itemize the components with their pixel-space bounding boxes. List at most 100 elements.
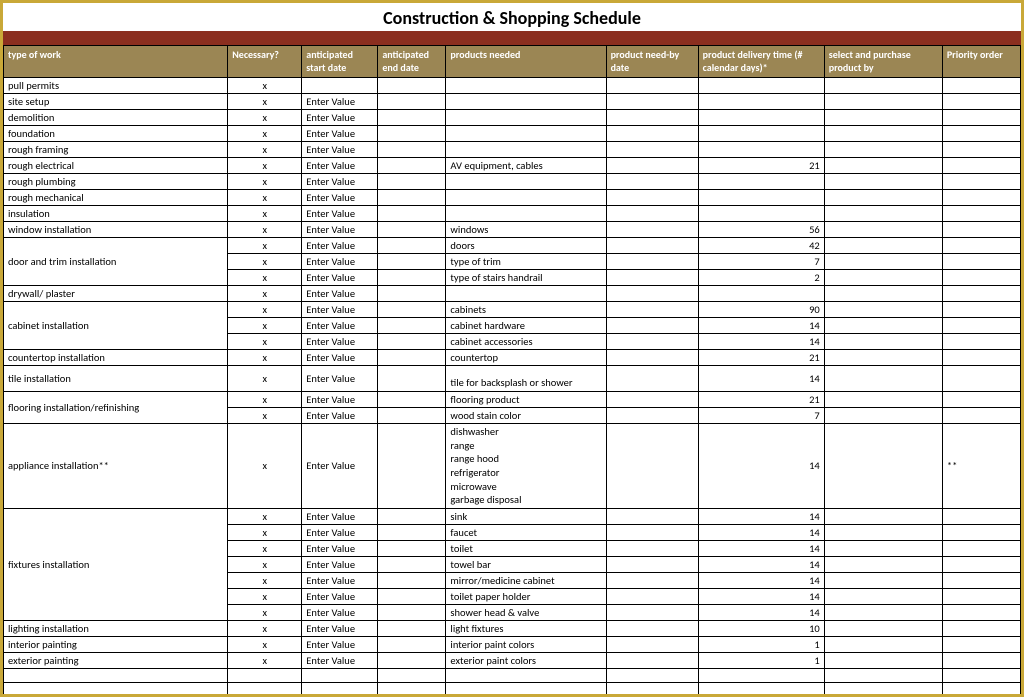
cell[interactable]: Enter Value [302, 302, 378, 318]
cell[interactable]: cabinet hardware [446, 318, 606, 334]
cell[interactable]: Enter Value [302, 142, 378, 158]
cell[interactable]: pull permits [4, 78, 228, 94]
cell[interactable] [942, 682, 1020, 696]
cell[interactable] [606, 636, 698, 652]
cell[interactable]: lighting installation [4, 620, 228, 636]
cell[interactable] [606, 254, 698, 270]
cell[interactable] [824, 424, 942, 509]
cell[interactable]: toilet paper holder [446, 588, 606, 604]
cell[interactable]: x [228, 392, 302, 408]
cell[interactable]: x [228, 366, 302, 392]
cell[interactable]: interior painting [4, 636, 228, 652]
cell[interactable] [378, 286, 446, 302]
cell[interactable] [378, 652, 446, 668]
cell[interactable] [824, 620, 942, 636]
cell[interactable] [942, 350, 1020, 366]
cell[interactable]: x [228, 254, 302, 270]
cell[interactable] [824, 318, 942, 334]
cell[interactable]: 14 [698, 556, 824, 572]
cell[interactable]: cabinet installation [4, 302, 228, 350]
cell[interactable] [824, 190, 942, 206]
cell[interactable] [378, 78, 446, 94]
cell[interactable] [942, 222, 1020, 238]
cell[interactable]: 1 [698, 636, 824, 652]
cell[interactable]: Enter Value [302, 604, 378, 620]
cell[interactable]: faucet [446, 524, 606, 540]
cell[interactable] [378, 190, 446, 206]
cell[interactable] [446, 94, 606, 110]
cell[interactable]: windows [446, 222, 606, 238]
cell[interactable] [378, 408, 446, 424]
cell[interactable] [606, 556, 698, 572]
cell[interactable] [606, 78, 698, 94]
cell[interactable] [378, 158, 446, 174]
cell[interactable]: Enter Value [302, 334, 378, 350]
cell[interactable]: x [228, 334, 302, 350]
cell[interactable] [698, 142, 824, 158]
cell[interactable]: x [228, 572, 302, 588]
cell[interactable] [824, 524, 942, 540]
cell[interactable] [942, 652, 1020, 668]
cell[interactable]: x [228, 556, 302, 572]
cell[interactable]: x [228, 238, 302, 254]
cell[interactable] [942, 190, 1020, 206]
cell[interactable]: Enter Value [302, 524, 378, 540]
cell[interactable]: exterior painting [4, 652, 228, 668]
cell[interactable] [698, 286, 824, 302]
cell[interactable]: 14 [698, 508, 824, 524]
cell[interactable]: Enter Value [302, 588, 378, 604]
cell[interactable] [824, 270, 942, 286]
cell[interactable] [942, 78, 1020, 94]
cell[interactable] [824, 636, 942, 652]
cell[interactable]: Enter Value [302, 540, 378, 556]
cell[interactable] [446, 126, 606, 142]
cell[interactable]: x [228, 158, 302, 174]
cell[interactable] [378, 350, 446, 366]
cell[interactable] [378, 682, 446, 696]
cell[interactable] [378, 636, 446, 652]
cell[interactable] [942, 174, 1020, 190]
cell[interactable]: Enter Value [302, 366, 378, 392]
cell[interactable] [942, 668, 1020, 682]
cell[interactable] [378, 556, 446, 572]
cell[interactable]: x [228, 620, 302, 636]
cell[interactable]: Enter Value [302, 572, 378, 588]
cell[interactable]: Enter Value [302, 508, 378, 524]
cell[interactable] [942, 270, 1020, 286]
cell[interactable]: Enter Value [302, 408, 378, 424]
cell[interactable] [378, 222, 446, 238]
cell[interactable] [378, 524, 446, 540]
cell[interactable] [942, 588, 1020, 604]
cell[interactable]: door and trim installation [4, 238, 228, 286]
cell[interactable] [942, 334, 1020, 350]
cell[interactable]: x [228, 408, 302, 424]
cell[interactable]: x [228, 78, 302, 94]
cell[interactable] [606, 334, 698, 350]
cell[interactable]: x [228, 652, 302, 668]
cell[interactable] [446, 142, 606, 158]
cell[interactable]: Enter Value [302, 318, 378, 334]
cell[interactable]: Enter Value [302, 222, 378, 238]
cell[interactable]: Enter Value [302, 350, 378, 366]
cell[interactable]: window installation [4, 222, 228, 238]
cell[interactable]: countertop installation [4, 350, 228, 366]
cell[interactable]: 42 [698, 238, 824, 254]
cell[interactable] [824, 366, 942, 392]
cell[interactable] [942, 126, 1020, 142]
cell[interactable]: 14 [698, 588, 824, 604]
cell[interactable]: 90 [698, 302, 824, 318]
cell[interactable] [606, 206, 698, 222]
cell[interactable]: x [228, 222, 302, 238]
cell[interactable] [942, 286, 1020, 302]
cell[interactable] [824, 334, 942, 350]
cell[interactable] [942, 206, 1020, 222]
cell[interactable]: x [228, 424, 302, 509]
cell[interactable] [942, 302, 1020, 318]
cell[interactable] [378, 270, 446, 286]
cell[interactable] [942, 636, 1020, 652]
cell[interactable] [378, 254, 446, 270]
cell[interactable]: wood stain color [446, 408, 606, 424]
cell[interactable]: cabinets [446, 302, 606, 318]
cell[interactable] [698, 94, 824, 110]
cell[interactable]: Enter Value [302, 158, 378, 174]
